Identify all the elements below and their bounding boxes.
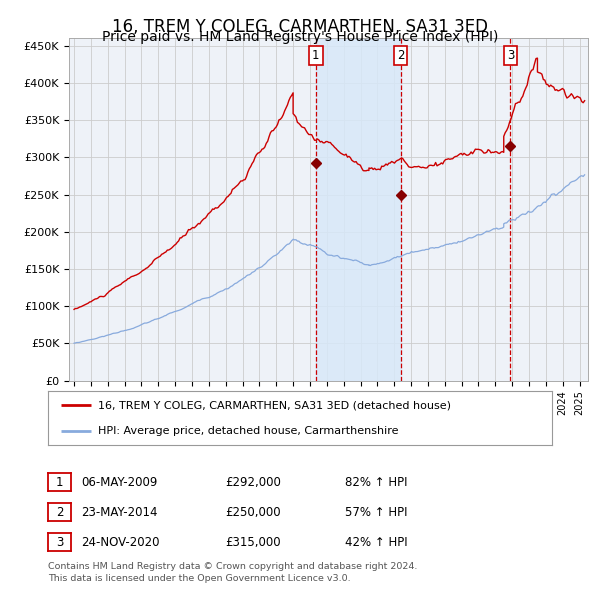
Text: 06-MAY-2009: 06-MAY-2009	[81, 476, 157, 489]
Text: 23-MAY-2014: 23-MAY-2014	[81, 506, 157, 519]
Text: 16, TREM Y COLEG, CARMARTHEN, SA31 3ED: 16, TREM Y COLEG, CARMARTHEN, SA31 3ED	[112, 18, 488, 36]
Text: £250,000: £250,000	[225, 506, 281, 519]
Text: Contains HM Land Registry data © Crown copyright and database right 2024.: Contains HM Land Registry data © Crown c…	[48, 562, 418, 571]
Text: 16, TREM Y COLEG, CARMARTHEN, SA31 3ED (detached house): 16, TREM Y COLEG, CARMARTHEN, SA31 3ED (…	[98, 401, 451, 411]
Text: HPI: Average price, detached house, Carmarthenshire: HPI: Average price, detached house, Carm…	[98, 425, 399, 435]
Text: 1: 1	[56, 476, 63, 489]
Text: 24-NOV-2020: 24-NOV-2020	[81, 536, 160, 549]
Text: 82% ↑ HPI: 82% ↑ HPI	[345, 476, 407, 489]
Text: £315,000: £315,000	[225, 536, 281, 549]
Text: 2: 2	[397, 48, 404, 61]
Text: This data is licensed under the Open Government Licence v3.0.: This data is licensed under the Open Gov…	[48, 574, 350, 583]
Text: £292,000: £292,000	[225, 476, 281, 489]
Text: 3: 3	[507, 48, 514, 61]
Text: 57% ↑ HPI: 57% ↑ HPI	[345, 506, 407, 519]
Text: 2: 2	[56, 506, 63, 519]
Text: 1: 1	[312, 48, 320, 61]
Bar	[316, 38, 401, 381]
Text: Price paid vs. HM Land Registry's House Price Index (HPI): Price paid vs. HM Land Registry's House …	[102, 30, 498, 44]
Text: 42% ↑ HPI: 42% ↑ HPI	[345, 536, 407, 549]
Text: 3: 3	[56, 536, 63, 549]
